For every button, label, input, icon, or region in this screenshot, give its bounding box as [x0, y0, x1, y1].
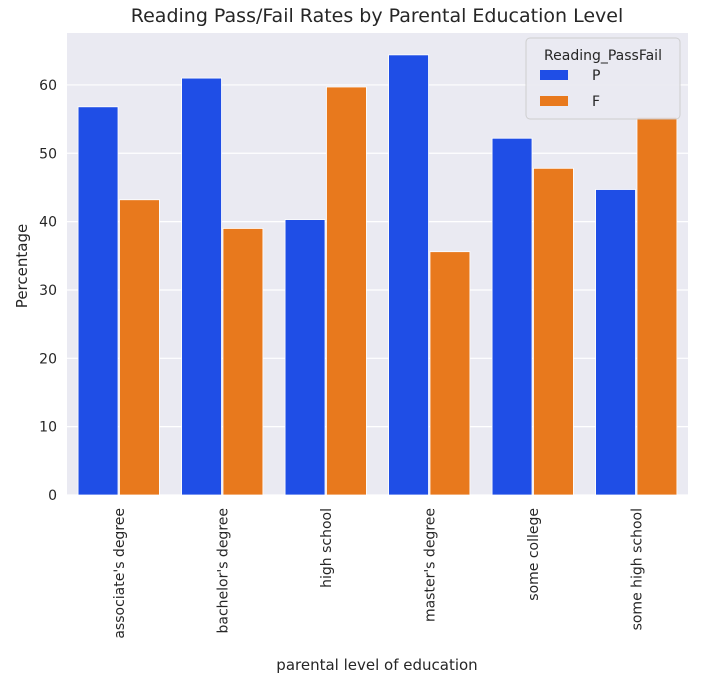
bar-p-0 [77, 106, 119, 496]
y-tick-label: 10 [39, 420, 57, 436]
x-tick-label: master's degree [422, 508, 438, 622]
y-tick-label: 20 [39, 351, 57, 367]
chart-title: Reading Pass/Fail Rates by Parental Educ… [131, 5, 623, 27]
y-axis-ticks: 0 10 20 30 40 50 60 [39, 78, 57, 504]
y-tick-label: 50 [39, 146, 57, 162]
bar-p-4 [491, 137, 533, 496]
bar-f-1 [222, 228, 264, 496]
x-tick-label: associate's degree [112, 508, 128, 639]
bar-p-1 [181, 77, 222, 496]
bar-f-0 [119, 199, 160, 496]
bar-f-3 [429, 251, 471, 496]
legend-label: F [592, 94, 600, 110]
bar-f-5 [636, 116, 678, 496]
legend-title: Reading_PassFail [544, 48, 662, 64]
x-tick-label: high school [319, 508, 335, 588]
bar-f-4 [533, 167, 574, 496]
legend-items: PF [540, 68, 600, 110]
x-axis-ticks: associate's degree bachelor's degree high … [112, 508, 646, 639]
x-tick-label: bachelor's degree [215, 508, 231, 634]
bar-p-3 [388, 54, 429, 496]
x-tick-label: some college [526, 508, 542, 601]
x-axis-label: parental level of education [276, 656, 477, 674]
legend-swatch-f [540, 96, 568, 106]
y-tick-label: 30 [39, 283, 57, 299]
y-tick-label: 0 [48, 488, 57, 504]
legend-label: P [592, 68, 600, 84]
y-axis-label: Percentage [13, 224, 31, 308]
x-tick-label: some high school [629, 508, 645, 630]
y-tick-label: 60 [39, 78, 57, 94]
bar-p-5 [595, 189, 636, 496]
bar-f-2 [326, 86, 367, 496]
bars [77, 54, 678, 496]
legend: Reading_PassFail PF [525, 37, 681, 120]
y-tick-label: 40 [39, 215, 57, 231]
bar-p-2 [284, 219, 326, 496]
legend-swatch-p [540, 70, 568, 80]
